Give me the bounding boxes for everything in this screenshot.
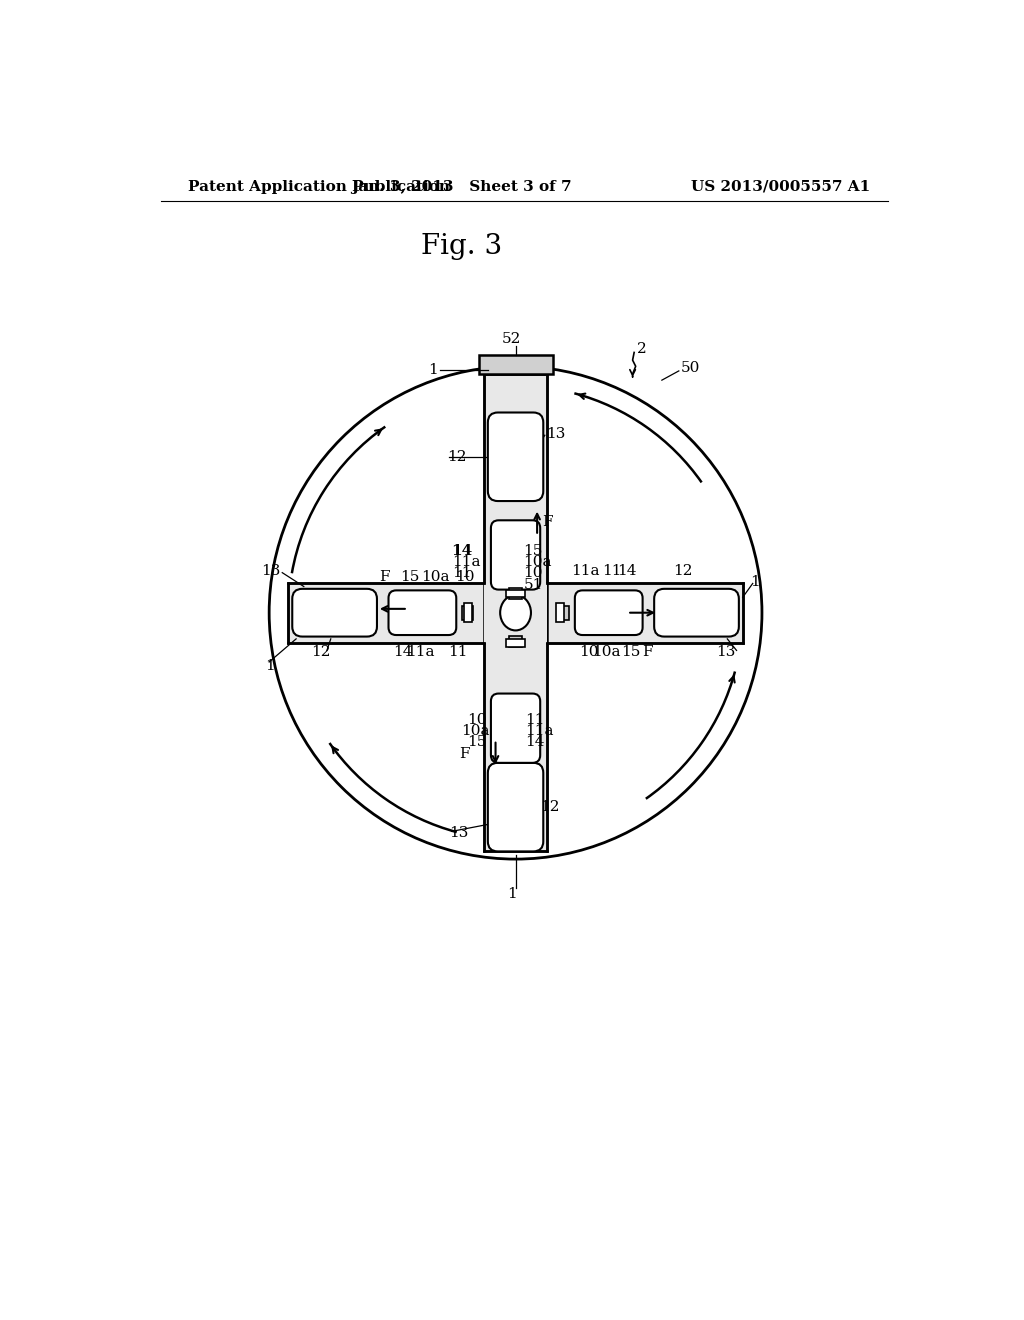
Bar: [464, 603, 472, 622]
Text: 11: 11: [602, 564, 622, 578]
FancyBboxPatch shape: [490, 693, 541, 763]
Text: 13: 13: [716, 645, 735, 659]
Bar: [509, 636, 522, 647]
Text: 15: 15: [467, 735, 486, 748]
Text: US 2013/0005557 A1: US 2013/0005557 A1: [690, 180, 869, 194]
Text: 11a: 11a: [571, 564, 599, 578]
Text: 1: 1: [507, 887, 516, 900]
Text: F: F: [543, 515, 553, 529]
Circle shape: [269, 367, 762, 859]
FancyBboxPatch shape: [574, 590, 643, 635]
Text: 51: 51: [523, 578, 543, 591]
Text: 15: 15: [523, 544, 543, 558]
Bar: [506, 639, 524, 647]
Text: Fig. 3: Fig. 3: [421, 234, 502, 260]
Text: 10: 10: [523, 566, 543, 579]
Bar: [463, 606, 473, 619]
Text: 11a: 11a: [407, 645, 435, 659]
Bar: [484, 582, 547, 643]
Text: 1: 1: [428, 363, 438, 378]
Text: F: F: [379, 569, 390, 583]
Text: 12: 12: [541, 800, 560, 813]
Bar: [509, 589, 522, 599]
Text: 13: 13: [450, 826, 469, 840]
Text: Jan. 3, 2013   Sheet 3 of 7: Jan. 3, 2013 Sheet 3 of 7: [351, 180, 572, 194]
Text: 15: 15: [621, 645, 640, 659]
Text: 11a: 11a: [524, 725, 553, 738]
Text: 10: 10: [467, 714, 486, 727]
Text: 14: 14: [617, 564, 637, 578]
Text: 13: 13: [547, 426, 565, 441]
Text: 52: 52: [502, 333, 521, 346]
Text: 11: 11: [524, 714, 545, 727]
Text: 50: 50: [681, 360, 700, 375]
Text: 11: 11: [452, 566, 471, 579]
Text: Patent Application Publication: Patent Application Publication: [188, 180, 451, 194]
Text: 15: 15: [400, 569, 420, 583]
FancyBboxPatch shape: [388, 590, 457, 635]
Text: 1: 1: [265, 659, 275, 673]
Text: 14: 14: [452, 544, 473, 558]
Text: 10: 10: [456, 569, 475, 583]
Text: 2: 2: [637, 342, 646, 355]
Bar: [506, 590, 524, 598]
Bar: [289, 582, 742, 643]
Bar: [556, 603, 564, 622]
Bar: [484, 374, 547, 851]
Text: 1: 1: [751, 576, 760, 589]
Text: 10a: 10a: [421, 569, 450, 583]
FancyBboxPatch shape: [487, 763, 544, 851]
Text: 14: 14: [524, 735, 545, 748]
Text: F: F: [460, 747, 470, 760]
Text: 13: 13: [261, 564, 281, 578]
Text: 12: 12: [674, 564, 693, 578]
Bar: [558, 606, 568, 619]
FancyBboxPatch shape: [490, 520, 541, 590]
Text: 11a: 11a: [452, 554, 480, 569]
Text: 11: 11: [447, 645, 467, 659]
FancyBboxPatch shape: [654, 589, 739, 636]
Bar: [478, 355, 553, 374]
Text: 10a: 10a: [523, 554, 552, 569]
Text: 14: 14: [393, 645, 413, 659]
FancyBboxPatch shape: [487, 412, 544, 502]
FancyBboxPatch shape: [292, 589, 377, 636]
Text: F: F: [643, 645, 653, 659]
Text: 10a: 10a: [461, 725, 489, 738]
Text: 12: 12: [447, 450, 467, 463]
Text: 10: 10: [579, 645, 598, 659]
Text: 12: 12: [311, 645, 331, 659]
Ellipse shape: [500, 595, 531, 631]
Text: 10a: 10a: [592, 645, 621, 659]
